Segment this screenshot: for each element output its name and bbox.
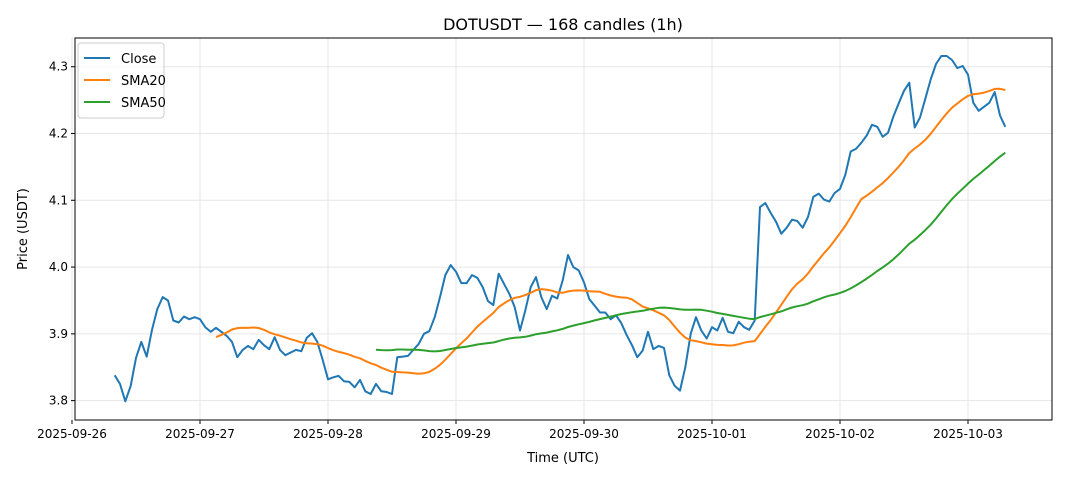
x-tick-label: 2025-09-29 (421, 427, 491, 441)
x-tick-label: 2025-09-28 (293, 427, 363, 441)
plot-frame (74, 37, 1053, 421)
x-axis: 2025-09-26 2025-09-27 2025-09-28 2025-09-29… (37, 420, 1003, 441)
legend-label-sma50: SMA50 (121, 96, 166, 111)
legend-box (77, 42, 165, 119)
x-tick-label: 2025-10-01 (677, 427, 747, 441)
series-lines (113, 55, 1007, 403)
legend-label-sma20: SMA20 (121, 74, 166, 89)
legend-label-close: Close (121, 52, 156, 67)
y-tick-label: 4.0 (49, 260, 68, 274)
grid (71, 38, 1052, 420)
x-tick-label: 2025-09-27 (165, 427, 235, 441)
chart-title: DOTUSDT — 168 candles (1h) (443, 15, 683, 34)
x-tick-label: 2025-10-03 (933, 427, 1003, 441)
x-axis-label: Time (UTC) (526, 451, 599, 466)
x-tick-label: 2025-09-26 (37, 427, 107, 441)
y-tick-label: 4.2 (49, 127, 68, 141)
y-tick-label: 4.1 (49, 193, 68, 207)
series-line-sma50 (375, 151, 1006, 353)
y-tick-label: 3.9 (49, 327, 68, 341)
y-axis-label: Price (USDT) (16, 188, 31, 270)
y-tick-label: 3.8 (49, 394, 68, 408)
y-axis: 3.8 3.9 4.0 4.1 4.2 4.3 (49, 60, 75, 408)
y-tick-label: 4.3 (49, 60, 68, 74)
x-tick-label: 2025-09-30 (549, 427, 619, 441)
x-tick-label: 2025-10-02 (805, 427, 875, 441)
series-line-close (113, 55, 1007, 403)
series-line-sma20 (215, 87, 1006, 375)
legend: Close SMA20 SMA50 (77, 42, 166, 119)
